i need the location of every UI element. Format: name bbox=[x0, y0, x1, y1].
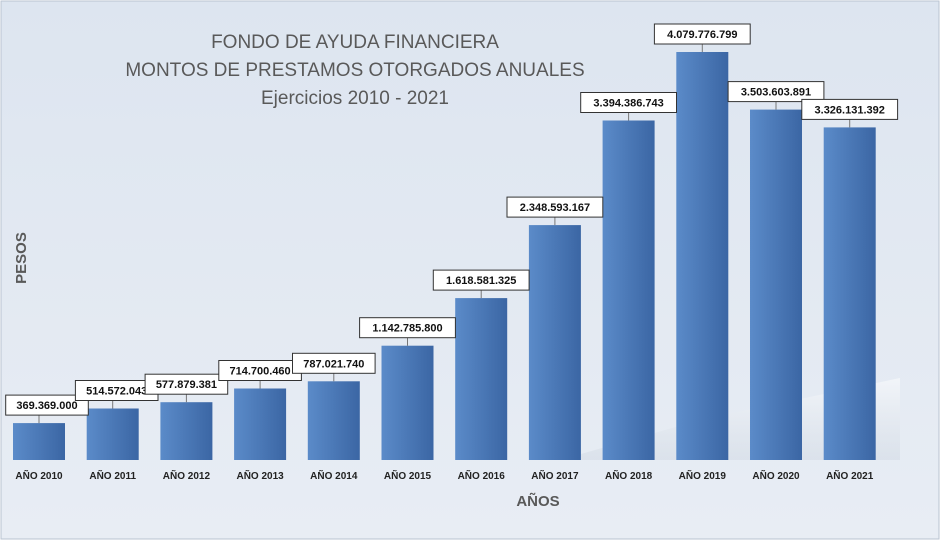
y-axis-title: PESOS bbox=[13, 232, 30, 284]
data-label-11: 3.503.603.891 bbox=[741, 87, 811, 99]
data-label-4: 714.700.460 bbox=[230, 366, 291, 378]
bars-group bbox=[13, 52, 876, 461]
data-label-box-8 bbox=[506, 196, 604, 218]
data-label-box-9 bbox=[580, 92, 678, 113]
data-label-box-12 bbox=[801, 98, 899, 120]
x-axis-title: AÑOS bbox=[516, 492, 559, 510]
x-tick-label-10: AÑO 2019 bbox=[679, 469, 727, 482]
x-tick-label-8: AÑO 2017 bbox=[531, 469, 579, 482]
bar-11 bbox=[750, 109, 802, 460]
bar-4 bbox=[234, 388, 287, 460]
bar-6 bbox=[381, 345, 434, 460]
data-label-box-5 bbox=[292, 352, 376, 374]
data-label-box-1 bbox=[5, 394, 89, 416]
x-tick-labels-group: AÑO 2010 AÑO 2011 AÑO 2012 AÑO 2013 AÑO 2014… bbox=[15, 469, 873, 482]
x-tick-label-11: AÑO 2020 bbox=[752, 469, 800, 482]
bar-12 bbox=[823, 127, 876, 461]
x-tick-label-4: AÑO 2013 bbox=[236, 469, 284, 482]
x-tick-label-6: AÑO 2015 bbox=[384, 469, 432, 482]
data-label-10: 4.079.776.799 bbox=[667, 29, 737, 41]
data-labels-group: 369.369.000 514.572.043 577.879.381 714.700… bbox=[5, 23, 899, 424]
x-tick-label-9: AÑO 2018 bbox=[605, 469, 653, 482]
data-label-5: 787.021.740 bbox=[303, 358, 364, 370]
data-label-1: 369.369.000 bbox=[16, 400, 77, 412]
data-label-box-10 bbox=[653, 23, 751, 45]
data-label-3: 577.879.381 bbox=[156, 379, 217, 391]
data-label-box-3 bbox=[144, 373, 229, 395]
data-label-2: 514.572.043 bbox=[86, 386, 147, 398]
bar-10 bbox=[676, 52, 729, 460]
x-tick-label-5: AÑO 2014 bbox=[310, 469, 358, 482]
x-tick-label-3: AÑO 2012 bbox=[163, 469, 211, 482]
x-tick-label-7: AÑO 2016 bbox=[458, 469, 506, 482]
data-label-box-6 bbox=[359, 317, 456, 339]
data-label-box-7 bbox=[432, 269, 530, 291]
data-label-12: 3.326.131.392 bbox=[815, 104, 885, 116]
chart-title-line-2: MONTOS DE PRESTAMOS OTORGADOS ANUALES bbox=[125, 60, 584, 81]
data-label-box-11 bbox=[727, 81, 825, 103]
bar-1 bbox=[13, 423, 65, 460]
bar-8 bbox=[528, 225, 581, 460]
data-label-7: 1.618.581.325 bbox=[446, 275, 516, 287]
chart-title-line-3: Ejercicios 2010 - 2021 bbox=[261, 88, 449, 109]
data-label-8: 2.348.593.167 bbox=[520, 202, 590, 214]
bar-9 bbox=[602, 120, 655, 460]
data-label-9: 3.394.386.743 bbox=[593, 98, 663, 110]
chart-title-line-1: FONDO DE AYUDA FINANCIERA bbox=[211, 32, 499, 53]
bar-5 bbox=[307, 381, 360, 460]
x-tick-label-12: AÑO 2021 bbox=[826, 469, 874, 482]
bar-7 bbox=[455, 298, 508, 460]
bar-2 bbox=[86, 408, 139, 460]
x-tick-label-1: AÑO 2010 bbox=[15, 469, 63, 482]
data-label-6: 1.142.785.800 bbox=[372, 323, 442, 335]
bar-3 bbox=[160, 402, 213, 460]
x-tick-label-2: AÑO 2011 bbox=[89, 469, 136, 482]
